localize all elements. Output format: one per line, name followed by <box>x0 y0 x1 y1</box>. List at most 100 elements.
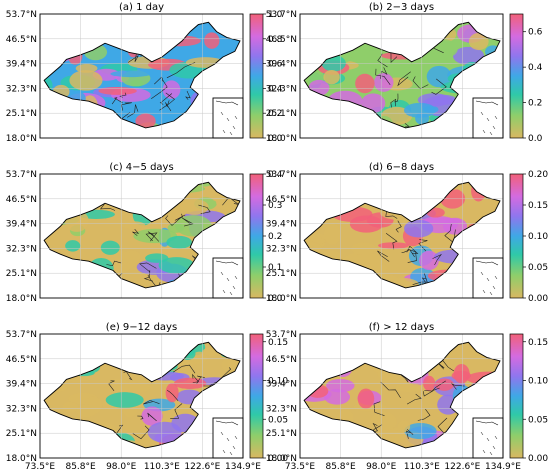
lat-tick-label: 18.0°N <box>266 294 297 304</box>
lon-tick-label: 110.3°E <box>404 462 440 472</box>
province-border <box>394 93 399 103</box>
province-border <box>373 401 385 416</box>
lat-tick-label: 53.7°N <box>266 330 297 340</box>
province-border <box>99 202 116 211</box>
map-frame <box>299 13 504 139</box>
country-border <box>303 181 501 289</box>
inset-map <box>472 97 504 139</box>
province-border <box>418 239 428 252</box>
province-border <box>127 54 139 63</box>
colorbar-tick-label: 0.4 <box>268 84 283 94</box>
colorbar-tick-label: 0.2 <box>268 109 282 119</box>
province-border <box>196 375 205 384</box>
province-border <box>222 196 239 206</box>
colorbar-tick-label: 0.05 <box>268 415 288 425</box>
colorbar-tick-label: 0.00 <box>528 454 548 464</box>
lon-tick-label: 134.9°E <box>485 462 521 472</box>
province-border <box>407 248 417 263</box>
lat-tick-label: 32.3°N <box>266 404 297 414</box>
province-border <box>380 381 401 399</box>
colorbar-tick-label: 0.6 <box>528 28 543 38</box>
lat-tick-label: 46.5°N <box>266 355 297 365</box>
colorbar-tick-label: 0.15 <box>528 201 548 211</box>
lat-tick-label: 25.1°N <box>6 429 37 439</box>
lon-tick-label: 122.6°E <box>444 462 480 472</box>
lat-tick-label: 46.5°N <box>266 195 297 205</box>
lat-tick-label: 46.5°N <box>6 35 37 45</box>
colorbar-tick-label: 0.10 <box>528 232 548 242</box>
colorbar-tick-label: 0.15 <box>268 338 288 348</box>
lat-tick-label: 46.5°N <box>6 195 37 205</box>
country-border <box>43 341 241 449</box>
lat-tick-label: 25.1°N <box>6 269 37 279</box>
lat-tick-label: 53.7°N <box>266 10 297 20</box>
lon-tick-label: 85.8°E <box>65 462 96 472</box>
lon-tick-label: 73.5°E <box>25 462 56 472</box>
colorbar-tick-label: 0.0 <box>268 294 283 304</box>
province-border <box>198 204 211 214</box>
panel-b: (b) 2−3 days 53.7°N 46.5°N 39.4°N 32.3°N 25.1… <box>266 2 543 144</box>
province-border <box>143 270 153 282</box>
colorbar <box>509 173 524 299</box>
province-border <box>166 62 196 79</box>
panel-title: (c) 4−5 days <box>109 162 173 173</box>
province-border <box>385 208 398 219</box>
lat-tick-label: 32.3°N <box>266 244 297 254</box>
colorbar-tick-label: 0.00 <box>528 294 548 304</box>
lat-tick-label: 25.1°N <box>266 269 297 279</box>
map-frame <box>299 173 504 299</box>
province-border <box>132 425 150 440</box>
inset-map <box>212 97 244 139</box>
inset-map <box>472 417 504 459</box>
panel-c: (c) 4−5 days 53.7°N 46.5°N 39.4°N 32.3°N 25.1… <box>6 162 283 304</box>
lat-tick-label: 39.4°N <box>266 380 297 390</box>
lat-tick-label: 25.1°N <box>266 429 297 439</box>
panel-a: (a) 1 day 53.7°N 46.5°N 39.4°N 32.3°N 25.1°N 1… <box>6 2 283 144</box>
colorbar-tick-label: 0.8 <box>268 35 283 45</box>
panel-title: (d) 6−8 days <box>369 162 434 173</box>
province-border <box>142 400 160 405</box>
province-border <box>406 245 419 254</box>
map-frame <box>39 333 244 459</box>
province-border <box>121 102 132 111</box>
province-border <box>451 382 465 390</box>
country-border <box>303 21 501 129</box>
colorbar-tick-label: 0.4 <box>268 170 283 180</box>
province-border <box>431 78 447 95</box>
colorbar-tick-label: 0.10 <box>268 377 288 387</box>
lat-tick-label: 25.1°N <box>266 109 297 119</box>
colorbar-tick-label: 1.0 <box>268 10 283 20</box>
lat-tick-label: 39.4°N <box>6 220 37 230</box>
lat-tick-label: 46.5°N <box>6 355 37 365</box>
province-border <box>385 232 398 250</box>
map-frame <box>39 173 244 299</box>
province-border <box>412 273 428 285</box>
colorbar-tick-label: 0.0 <box>268 134 283 144</box>
province-border <box>165 100 172 112</box>
lon-tick-label: 73.5°E <box>285 462 316 472</box>
lat-tick-label: 39.4°N <box>6 60 37 70</box>
country-border <box>303 341 501 449</box>
colorbar-tick-label: 0.6 <box>268 60 283 70</box>
lon-tick-label: 98.0°E <box>106 462 137 472</box>
country-border <box>43 181 241 289</box>
panel-title: (a) 1 day <box>119 2 164 13</box>
colorbar-tick-label: 0.20 <box>528 170 548 180</box>
colorbar <box>249 173 264 299</box>
province-border <box>397 71 411 87</box>
colorbar <box>249 13 264 139</box>
colorbar-tick-label: 0.2 <box>528 99 542 109</box>
lat-tick-label: 53.7°N <box>6 170 37 180</box>
province-border <box>147 274 161 288</box>
lat-tick-label: 18.0°N <box>266 134 297 144</box>
province-border <box>377 250 390 262</box>
province-border <box>192 373 200 383</box>
colorbar-tick-label: 0.3 <box>268 201 282 211</box>
colorbar-tick-label: 0.05 <box>528 415 548 425</box>
colorbar-tick-label: 0.05 <box>528 263 548 273</box>
province-border <box>444 224 453 243</box>
panel-f: (f) > 12 days 53.7°N 46.5°N 39.4°N 32.3°N 25.… <box>266 322 549 472</box>
lat-tick-label: 39.4°N <box>266 60 297 70</box>
province-border <box>375 68 391 85</box>
province-border <box>406 393 422 405</box>
